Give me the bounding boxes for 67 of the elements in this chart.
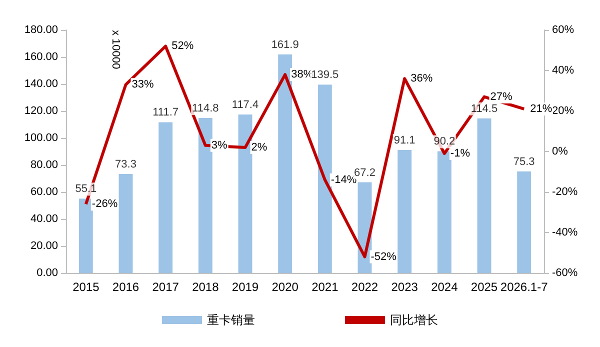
bar (198, 118, 212, 273)
data-label: 114.8 (192, 102, 219, 115)
legend-label: 同比增长 (390, 313, 438, 327)
x-tick-label: 2020 (272, 280, 299, 294)
data-label: 117.4 (232, 99, 259, 112)
x-tick-label: 2025 (470, 280, 498, 294)
bar (318, 84, 332, 273)
bar (78, 198, 93, 273)
data-label: 55.1 (75, 183, 97, 196)
data-label: 114.5 (470, 102, 498, 115)
data-label: 91.1 (394, 134, 416, 147)
data-label: 67.2 (354, 166, 376, 179)
y2-tick-label: -20% (552, 186, 578, 198)
y-tick-label: 40.00 (30, 213, 58, 225)
data-label: 111.7 (152, 106, 179, 119)
x-tick-label: 2026.1-7 (500, 280, 548, 294)
bar (398, 150, 412, 273)
bar (278, 54, 292, 273)
data-label: 33% (132, 78, 154, 91)
y-tick-label: 180.00 (24, 24, 58, 36)
y2-tick-label: 40% (552, 64, 574, 76)
bar (118, 174, 133, 273)
x-tick-label: 2018 (192, 280, 220, 294)
x-tick-label: 2024 (431, 280, 458, 294)
bar (158, 122, 173, 273)
data-label: 73.3 (115, 158, 136, 171)
y-tick-label: 100.00 (24, 132, 58, 144)
y2-tick-label: 60% (552, 24, 574, 36)
annotation: x 10000 (110, 30, 122, 70)
y-tick-label: 80.00 (30, 159, 58, 171)
data-label: 161.9 (271, 38, 299, 51)
data-label: 52% (172, 40, 194, 52)
data-label: -14% (330, 174, 357, 186)
data-label: -1% (450, 148, 470, 160)
y-tick-label: 160.00 (24, 51, 58, 63)
y-tick-label: 60.00 (30, 186, 58, 198)
x-tick-label: 2016 (112, 280, 140, 294)
y2-tick-label: -60% (552, 267, 578, 279)
data-label: 36% (410, 72, 433, 85)
bar (477, 118, 492, 273)
x-tick-label: 2022 (351, 280, 378, 294)
x-tick-label: 2023 (391, 280, 418, 294)
y-tick-label: 140.00 (24, 78, 58, 90)
x-tick-label: 2017 (152, 280, 180, 294)
data-label: 27% (490, 90, 512, 103)
data-label: -26% (92, 198, 118, 210)
data-label: 21% (530, 102, 552, 115)
data-label: -52% (370, 250, 397, 263)
y-tick-label: 20.00 (30, 240, 58, 252)
data-label: 2% (251, 141, 268, 154)
data-label: 3% (211, 139, 228, 152)
y2-tick-label: -40% (552, 226, 578, 238)
bar (517, 171, 532, 273)
bar (238, 114, 252, 273)
y2-tick-label: 20% (552, 105, 574, 117)
x-tick-label: 2015 (72, 280, 100, 294)
data-label: 90.2 (434, 136, 456, 148)
y-tick-label: 0.00 (36, 267, 58, 279)
data-label: 75.3 (513, 156, 535, 168)
y-tick-label: 120.00 (24, 105, 58, 117)
bar (437, 151, 452, 273)
data-label: 38% (291, 68, 314, 81)
data-label: 139.5 (311, 69, 339, 82)
y2-tick-label: 0% (552, 146, 568, 158)
legend-label: 重卡销量 (207, 313, 255, 327)
x-tick-label: 2021 (312, 280, 339, 294)
x-tick-label: 2019 (232, 280, 259, 294)
